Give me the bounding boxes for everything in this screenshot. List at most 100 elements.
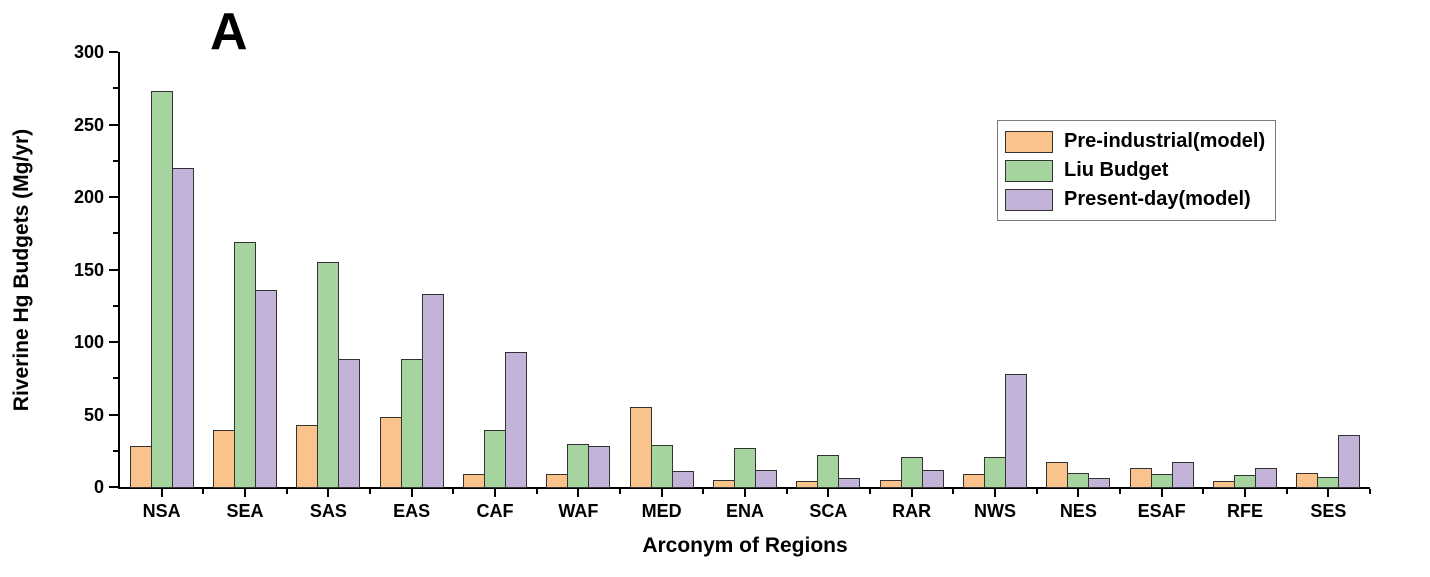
x-minor-tick xyxy=(535,489,538,494)
bar-eas-present-day-model xyxy=(421,294,444,488)
y-minor-tick xyxy=(113,87,118,90)
bar-nsa-liu-budget xyxy=(150,91,173,488)
bar-nsa-pre-industrial-model xyxy=(129,446,152,488)
bar-sas-present-day-model xyxy=(338,359,361,488)
x-minor-tick xyxy=(1119,489,1121,494)
bar-med-present-day-model xyxy=(671,471,694,488)
x-major-tick xyxy=(994,489,996,497)
x-axis-title: Arconym of Regions xyxy=(642,534,848,557)
y-tick-label: 300 xyxy=(73,42,104,62)
y-tick-label: 100 xyxy=(73,332,104,352)
y-major-tick xyxy=(109,486,118,488)
bar-nws-liu-budget xyxy=(984,456,1006,488)
y-major-tick xyxy=(109,196,118,198)
x-tick-label-nes: NES xyxy=(1059,501,1097,521)
x-major-tick xyxy=(1244,489,1246,497)
y-minor-tick xyxy=(113,449,118,452)
x-tick-label-esaf: ESAF xyxy=(1137,501,1186,521)
x-major-tick xyxy=(327,489,330,497)
bar-ena-liu-budget xyxy=(734,447,756,488)
bar-sas-liu-budget xyxy=(317,262,340,488)
bar-med-pre-industrial-model xyxy=(629,407,652,488)
bar-nws-pre-industrial-model xyxy=(963,473,985,488)
bar-eas-liu-budget xyxy=(400,359,423,488)
legend-item-present-day-model: Present-day(model) xyxy=(1005,185,1265,214)
bar-rar-liu-budget xyxy=(900,456,923,488)
bar-ses-pre-industrial-model xyxy=(1296,472,1319,488)
x-tick-label-rfe: RFE xyxy=(1227,501,1263,521)
bar-sas-pre-industrial-model xyxy=(296,424,319,488)
x-major-tick xyxy=(160,489,163,497)
legend-label-pre-industrial-model: Pre-industrial(model) xyxy=(1064,130,1266,152)
x-major-tick xyxy=(1160,489,1163,497)
bar-nes-pre-industrial-model xyxy=(1046,462,1069,488)
x-major-tick xyxy=(577,489,580,497)
x-tick-label-ses: SES xyxy=(1310,501,1347,521)
x-tick-label-nsa: NSA xyxy=(142,501,181,521)
bar-sca-liu-budget xyxy=(817,455,840,488)
y-major-tick xyxy=(109,123,118,126)
legend-swatch-liu-budget xyxy=(1005,159,1053,182)
y-major-tick xyxy=(109,51,118,53)
panel-label: A xyxy=(210,3,249,61)
bar-esaf-present-day-model xyxy=(1171,462,1194,488)
bar-med-liu-budget xyxy=(650,444,673,488)
legend: Pre-industrial(model) Liu Budget Present-d… xyxy=(997,120,1277,221)
bar-eas-pre-industrial-model xyxy=(379,417,402,488)
x-minor-tick xyxy=(452,489,455,494)
x-tick-label-sas: SAS xyxy=(309,501,347,521)
x-minor-tick xyxy=(202,489,205,494)
bar-ses-present-day-model xyxy=(1338,434,1361,488)
y-major-tick xyxy=(109,268,118,271)
bar-sea-present-day-model xyxy=(255,289,277,488)
x-major-tick xyxy=(1327,489,1330,497)
x-tick-label-eas: EAS xyxy=(393,501,431,521)
y-axis-line xyxy=(118,52,120,489)
x-major-tick xyxy=(244,489,246,497)
x-minor-tick xyxy=(952,489,955,494)
x-tick-label-caf: CAF xyxy=(476,501,514,521)
x-minor-tick xyxy=(869,489,871,494)
y-axis-title: Riverine Hg Budgets (Mg/yr) xyxy=(10,128,33,412)
x-axis-line xyxy=(118,487,1370,489)
x-minor-tick xyxy=(702,489,705,494)
legend-swatch-present-day-model xyxy=(1005,188,1053,211)
bar-ses-liu-budget xyxy=(1317,476,1340,488)
x-minor-tick xyxy=(619,489,621,494)
legend-label-liu-budget: Liu Budget xyxy=(1064,159,1169,181)
bar-caf-liu-budget xyxy=(484,430,506,488)
legend-swatch-pre-industrial-model xyxy=(1005,130,1053,153)
x-minor-tick xyxy=(1285,489,1288,494)
bar-rfe-present-day-model xyxy=(1255,468,1277,488)
y-major-tick xyxy=(109,413,118,416)
bar-esaf-pre-industrial-model xyxy=(1129,468,1152,488)
legend-label-present-day-model: Present-day(model) xyxy=(1064,188,1251,210)
y-tick-label: 50 xyxy=(83,404,104,425)
legend-item-pre-industrial-model: Pre-industrial(model) xyxy=(1005,127,1265,156)
x-tick-label-waf: WAF xyxy=(558,501,599,521)
x-tick-label-med: MED xyxy=(641,501,682,521)
x-major-tick xyxy=(744,489,746,497)
y-tick-label: 200 xyxy=(73,187,104,207)
x-minor-tick xyxy=(785,489,788,494)
bar-sea-liu-budget xyxy=(234,241,256,488)
x-major-tick xyxy=(494,489,496,497)
bar-nsa-present-day-model xyxy=(171,168,194,488)
x-major-tick xyxy=(660,489,663,497)
y-tick-label: 150 xyxy=(73,259,104,280)
y-minor-tick xyxy=(113,159,118,162)
bar-ena-present-day-model xyxy=(755,469,777,488)
y-tick-label: 0 xyxy=(93,477,104,497)
bar-rar-present-day-model xyxy=(921,469,944,488)
x-major-tick xyxy=(410,489,413,497)
y-minor-tick xyxy=(113,232,118,235)
bar-waf-present-day-model xyxy=(588,446,611,488)
bar-ena-pre-industrial-model xyxy=(713,479,735,488)
bar-waf-pre-industrial-model xyxy=(546,473,569,488)
bar-sca-pre-industrial-model xyxy=(796,481,819,488)
x-major-tick xyxy=(1077,489,1080,497)
bar-nws-present-day-model xyxy=(1005,373,1027,488)
x-major-tick xyxy=(827,489,830,497)
bar-sea-pre-industrial-model xyxy=(213,430,235,488)
x-minor-tick xyxy=(285,489,288,494)
